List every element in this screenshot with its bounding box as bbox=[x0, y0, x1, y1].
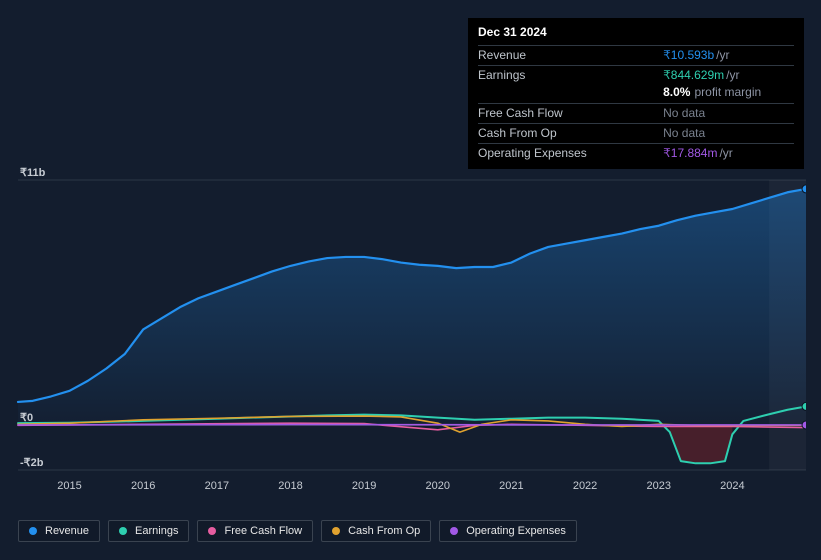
x-tick-label: 2022 bbox=[573, 480, 597, 492]
legend-dot bbox=[119, 527, 127, 535]
x-tick-label: 2023 bbox=[646, 480, 670, 492]
legend-dot bbox=[29, 527, 37, 535]
y-tick-label: ₹0 bbox=[20, 411, 33, 424]
x-tick-label: 2020 bbox=[426, 480, 450, 492]
legend-item[interactable]: Revenue bbox=[18, 520, 100, 542]
legend-item[interactable]: Operating Expenses bbox=[439, 520, 577, 542]
legend-label: Earnings bbox=[135, 525, 178, 537]
legend-label: Operating Expenses bbox=[466, 525, 566, 537]
legend-dot bbox=[208, 527, 216, 535]
legend-dot bbox=[450, 527, 458, 535]
legend-label: Revenue bbox=[45, 525, 89, 537]
x-tick-label: 2018 bbox=[278, 480, 302, 492]
y-tick-label: -₹2b bbox=[20, 456, 44, 469]
x-tick-label: 2019 bbox=[352, 480, 376, 492]
legend-label: Free Cash Flow bbox=[224, 525, 302, 537]
legend-item[interactable]: Cash From Op bbox=[321, 520, 431, 542]
y-tick-label: ₹11b bbox=[20, 166, 45, 179]
x-tick-label: 2016 bbox=[131, 480, 155, 492]
line-chart[interactable] bbox=[0, 0, 806, 500]
legend-label: Cash From Op bbox=[348, 525, 420, 537]
legend-item[interactable]: Earnings bbox=[108, 520, 189, 542]
x-tick-label: 2021 bbox=[499, 480, 523, 492]
chart-legend: Revenue Earnings Free Cash Flow Cash From O… bbox=[18, 520, 577, 542]
x-tick-label: 2024 bbox=[720, 480, 744, 492]
chart-container: { "background_color": "#131d2e", "chart"… bbox=[0, 0, 821, 560]
legend-item[interactable]: Free Cash Flow bbox=[197, 520, 313, 542]
x-tick-label: 2017 bbox=[205, 480, 229, 492]
legend-dot bbox=[332, 527, 340, 535]
x-tick-label: 2015 bbox=[57, 480, 81, 492]
